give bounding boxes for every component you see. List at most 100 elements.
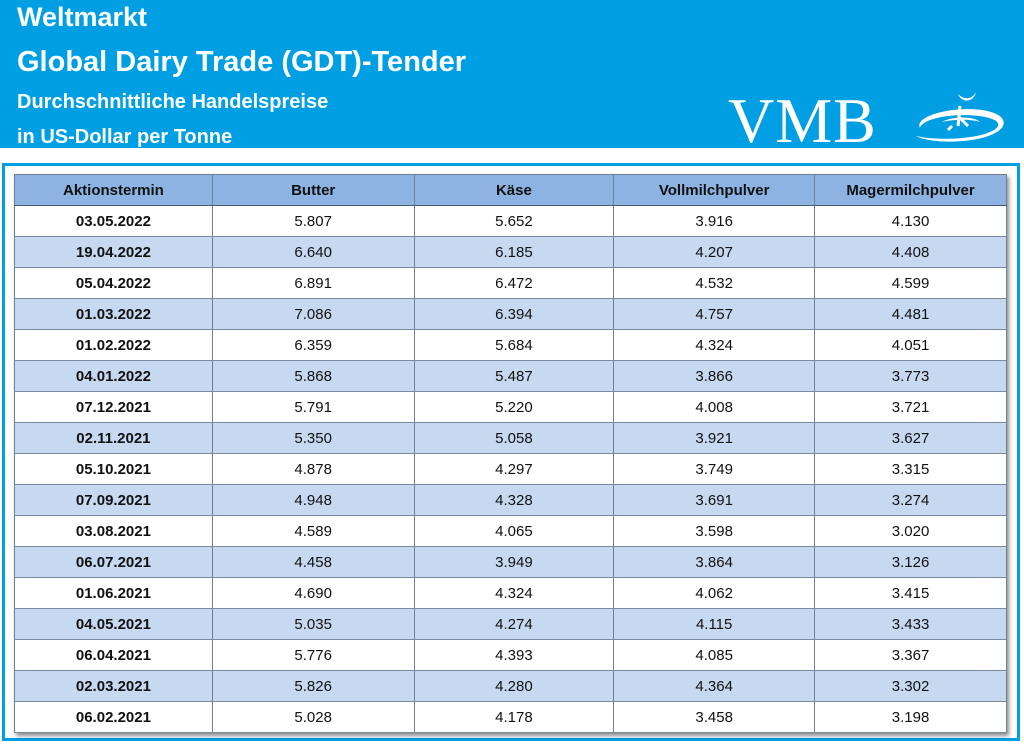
cell-cheese: 4.324	[413, 577, 615, 609]
cell-cheese: 6.185	[413, 236, 615, 268]
table-header-row: Aktionstermin Butter Käse Vollmilchpulve…	[14, 174, 1007, 206]
cell-cheese: 4.328	[413, 484, 615, 516]
cell-butter: 6.640	[211, 236, 415, 268]
cell-cheese: 5.058	[413, 422, 615, 454]
column-header-skim-milk-powder: Magermilchpulver	[814, 174, 1007, 206]
table-row: 05.04.2022 6.891 6.472 4.532 4.599	[14, 267, 1007, 299]
cell-whole-milk-powder: 3.866	[613, 360, 816, 392]
cell-butter: 4.948	[211, 484, 415, 516]
cell-skim-milk-powder: 4.130	[814, 205, 1007, 237]
page-subtitle: Global Dairy Trade (GDT)-Tender	[17, 46, 467, 78]
cell-cheese: 5.652	[413, 205, 615, 237]
cell-skim-milk-powder: 4.599	[814, 267, 1007, 299]
table-row: 02.03.2021 5.826 4.280 4.364 3.302	[14, 670, 1007, 702]
cell-cheese: 4.065	[413, 515, 615, 547]
cell-skim-milk-powder: 3.198	[814, 701, 1007, 733]
cell-cheese: 3.949	[413, 546, 615, 578]
cell-butter: 4.458	[211, 546, 415, 578]
cell-whole-milk-powder: 3.598	[613, 515, 816, 547]
cell-date: 05.04.2022	[14, 267, 213, 299]
table-row: 06.04.2021 5.776 4.393 4.085 3.367	[14, 639, 1007, 671]
cell-butter: 6.891	[211, 267, 415, 299]
cell-date: 07.12.2021	[14, 391, 213, 423]
cell-skim-milk-powder: 3.302	[814, 670, 1007, 702]
page-title: Weltmarkt	[17, 2, 148, 32]
table-row: 01.02.2022 6.359 5.684 4.324 4.051	[14, 329, 1007, 361]
cell-cheese: 4.274	[413, 608, 615, 640]
cell-whole-milk-powder: 4.085	[613, 639, 816, 671]
column-header-butter: Butter	[211, 174, 415, 206]
cell-date: 02.03.2021	[14, 670, 213, 702]
cell-date: 01.03.2022	[14, 298, 213, 330]
cell-whole-milk-powder: 3.921	[613, 422, 816, 454]
cell-skim-milk-powder: 3.627	[814, 422, 1007, 454]
cell-butter: 5.807	[211, 205, 415, 237]
description-line-1: Durchschnittliche Handelspreise	[17, 91, 329, 113]
cell-whole-milk-powder: 4.324	[613, 329, 816, 361]
cell-date: 03.08.2021	[14, 515, 213, 547]
cell-whole-milk-powder: 4.532	[613, 267, 816, 299]
cell-whole-milk-powder: 3.916	[613, 205, 816, 237]
cell-whole-milk-powder: 4.062	[613, 577, 816, 609]
cell-date: 06.04.2021	[14, 639, 213, 671]
cell-skim-milk-powder: 3.433	[814, 608, 1007, 640]
table-row: 06.02.2021 5.028 4.178 3.458 3.198	[14, 701, 1007, 733]
cell-date: 01.02.2022	[14, 329, 213, 361]
cell-date: 07.09.2021	[14, 484, 213, 516]
cell-cheese: 4.393	[413, 639, 615, 671]
cell-whole-milk-powder: 3.458	[613, 701, 816, 733]
cell-date: 04.01.2022	[14, 360, 213, 392]
cell-date: 04.05.2021	[14, 608, 213, 640]
cell-butter: 4.589	[211, 515, 415, 547]
cell-date: 03.05.2022	[14, 205, 213, 237]
vmb-logo: VMB	[728, 86, 1018, 148]
table-row: 07.12.2021 5.791 5.220 4.008 3.721	[14, 391, 1007, 423]
cell-whole-milk-powder: 4.115	[613, 608, 816, 640]
cell-skim-milk-powder: 4.051	[814, 329, 1007, 361]
cell-skim-milk-powder: 3.020	[814, 515, 1007, 547]
column-header-date: Aktionstermin	[14, 174, 213, 206]
header-banner: Weltmarkt Global Dairy Trade (GDT)-Tende…	[0, 0, 1024, 148]
cell-skim-milk-powder: 3.773	[814, 360, 1007, 392]
cell-butter: 5.035	[211, 608, 415, 640]
cell-skim-milk-powder: 3.721	[814, 391, 1007, 423]
description-line-2: in US-Dollar per Tonne	[17, 126, 233, 148]
column-header-cheese: Käse	[413, 174, 615, 206]
table-row: 04.05.2021 5.035 4.274 4.115 3.433	[14, 608, 1007, 640]
table-row: 01.06.2021 4.690 4.324 4.062 3.415	[14, 577, 1007, 609]
cell-whole-milk-powder: 4.364	[613, 670, 816, 702]
logo-swirl-icon	[916, 92, 1004, 142]
cell-skim-milk-powder: 3.315	[814, 453, 1007, 485]
column-header-whole-milk-powder: Vollmilchpulver	[613, 174, 816, 206]
cell-skim-milk-powder: 3.126	[814, 546, 1007, 578]
cell-whole-milk-powder: 3.691	[613, 484, 816, 516]
cell-cheese: 5.487	[413, 360, 615, 392]
cell-butter: 6.359	[211, 329, 415, 361]
cell-cheese: 4.178	[413, 701, 615, 733]
cell-butter: 4.878	[211, 453, 415, 485]
table-row: 03.08.2021 4.589 4.065 3.598 3.020	[14, 515, 1007, 547]
cell-date: 02.11.2021	[14, 422, 213, 454]
cell-cheese: 5.220	[413, 391, 615, 423]
cell-butter: 5.791	[211, 391, 415, 423]
cell-skim-milk-powder: 3.415	[814, 577, 1007, 609]
table-row: 19.04.2022 6.640 6.185 4.207 4.408	[14, 236, 1007, 268]
cell-date: 19.04.2022	[14, 236, 213, 268]
cell-butter: 5.826	[211, 670, 415, 702]
cell-cheese: 6.472	[413, 267, 615, 299]
logo-text: VMB	[728, 86, 877, 148]
cell-butter: 5.776	[211, 639, 415, 671]
table-row: 01.03.2022 7.086 6.394 4.757 4.481	[14, 298, 1007, 330]
cell-butter: 7.086	[211, 298, 415, 330]
table-row: 03.05.2022 5.807 5.652 3.916 4.130	[14, 205, 1007, 237]
cell-whole-milk-powder: 4.008	[613, 391, 816, 423]
cell-butter: 5.028	[211, 701, 415, 733]
table-row: 04.01.2022 5.868 5.487 3.866 3.773	[14, 360, 1007, 392]
table-row: 02.11.2021 5.350 5.058 3.921 3.627	[14, 422, 1007, 454]
cell-date: 06.07.2021	[14, 546, 213, 578]
table-row: 07.09.2021 4.948 4.328 3.691 3.274	[14, 484, 1007, 516]
cell-skim-milk-powder: 4.408	[814, 236, 1007, 268]
cell-butter: 5.350	[211, 422, 415, 454]
table-row: 05.10.2021 4.878 4.297 3.749 3.315	[14, 453, 1007, 485]
cell-date: 06.02.2021	[14, 701, 213, 733]
